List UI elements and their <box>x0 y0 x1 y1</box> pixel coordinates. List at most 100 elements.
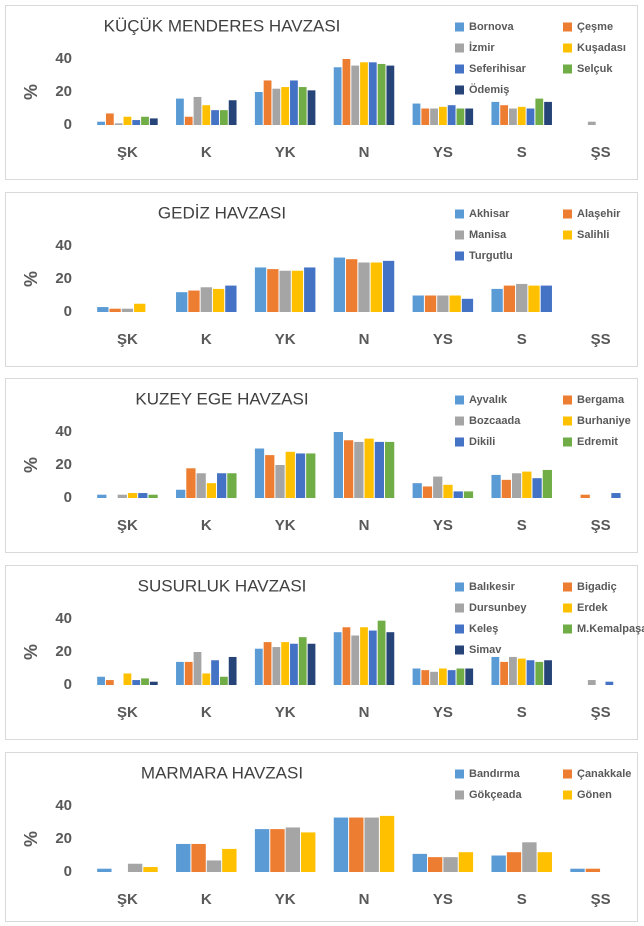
x-tick-label: YS <box>433 704 453 721</box>
bar <box>465 108 474 125</box>
x-tick-label: K <box>201 704 212 721</box>
legend-label: Gönen <box>577 789 612 801</box>
bar <box>121 308 134 312</box>
x-tick-label: K <box>201 517 212 534</box>
bar <box>333 817 349 872</box>
bar <box>491 656 500 685</box>
bar <box>193 652 202 685</box>
x-tick-label: YS <box>433 891 453 908</box>
x-tick-label: ŞK <box>117 517 138 534</box>
chart-title: KUZEY EGE HAVZASI <box>135 389 308 408</box>
bar <box>188 290 200 312</box>
bar <box>506 852 522 872</box>
bar <box>141 116 149 125</box>
legend-label: İzmir <box>469 41 495 54</box>
panel-border <box>5 752 638 922</box>
bar <box>456 668 465 685</box>
legend-swatch <box>563 230 572 240</box>
legend-swatch <box>563 437 572 447</box>
legend-swatch <box>563 395 572 405</box>
bar <box>458 852 474 872</box>
bar <box>503 285 516 312</box>
bar <box>105 680 114 685</box>
legend-swatch <box>455 624 464 634</box>
bar <box>364 438 374 498</box>
x-tick-label: K <box>201 331 212 348</box>
bar <box>134 303 146 312</box>
x-tick-label: K <box>201 891 212 908</box>
bar <box>307 643 316 685</box>
y-tick-label: 40 <box>55 610 72 627</box>
bar <box>333 632 342 685</box>
bar <box>522 471 532 498</box>
panel-border <box>5 378 638 553</box>
bar <box>227 473 237 498</box>
bar <box>386 65 395 125</box>
bar <box>364 817 379 872</box>
bar <box>123 116 132 125</box>
legend-label: Bornova <box>469 21 515 33</box>
bar <box>360 627 368 685</box>
bar <box>141 678 149 685</box>
x-tick-label: S <box>517 331 527 348</box>
bar <box>267 269 279 312</box>
bar <box>453 491 463 498</box>
bar <box>333 257 346 312</box>
bar <box>272 647 281 685</box>
bar <box>148 494 158 498</box>
bar <box>412 853 427 872</box>
bar <box>228 100 237 125</box>
bar <box>186 468 196 498</box>
bar <box>412 483 422 498</box>
x-tick-label: YS <box>433 517 453 534</box>
x-tick-label: ŞS <box>591 891 611 908</box>
bar <box>532 478 542 498</box>
bar <box>202 105 211 125</box>
bar <box>123 673 132 685</box>
y-tick-label: 40 <box>55 797 72 814</box>
legend-swatch <box>455 230 464 240</box>
y-tick-label: 40 <box>55 237 72 254</box>
x-tick-label: ŞK <box>117 891 138 908</box>
legend-swatch <box>455 603 464 613</box>
legend-swatch <box>563 790 572 800</box>
bar <box>542 469 552 498</box>
bar <box>290 643 298 685</box>
bar <box>379 815 395 872</box>
x-tick-label: S <box>517 144 527 161</box>
bar <box>306 453 316 498</box>
legend-label: Keleş <box>469 623 498 635</box>
bar <box>304 267 316 312</box>
legend-label: Dursunbey <box>469 602 527 614</box>
legend-label: Manisa <box>469 229 507 241</box>
legend-swatch <box>455 582 464 592</box>
legend-label: Çeşme <box>577 21 613 33</box>
bar <box>437 295 449 312</box>
legend-label: Burhaniye <box>577 415 631 427</box>
legend-label: Kuşadası <box>577 42 626 54</box>
y-tick-label: 0 <box>64 676 72 693</box>
legend-swatch <box>455 645 464 655</box>
y-tick-label: 20 <box>55 83 72 100</box>
bar <box>117 494 127 498</box>
bar <box>516 283 528 312</box>
bar <box>509 656 517 685</box>
bar <box>143 867 158 872</box>
bar <box>149 118 158 125</box>
legend-swatch <box>455 769 464 779</box>
bar <box>449 295 461 312</box>
x-tick-label: N <box>359 517 370 534</box>
bar <box>587 680 596 685</box>
bar <box>491 474 501 498</box>
bar <box>342 59 351 125</box>
bar <box>285 827 301 872</box>
y-axis-label: % <box>21 84 41 100</box>
bar <box>443 857 458 872</box>
bar <box>109 308 121 312</box>
x-tick-label: S <box>517 517 527 534</box>
bar <box>385 441 395 498</box>
legend-swatch <box>455 790 464 800</box>
y-tick-label: 0 <box>64 489 72 506</box>
bar <box>500 105 509 125</box>
bar <box>386 632 395 685</box>
